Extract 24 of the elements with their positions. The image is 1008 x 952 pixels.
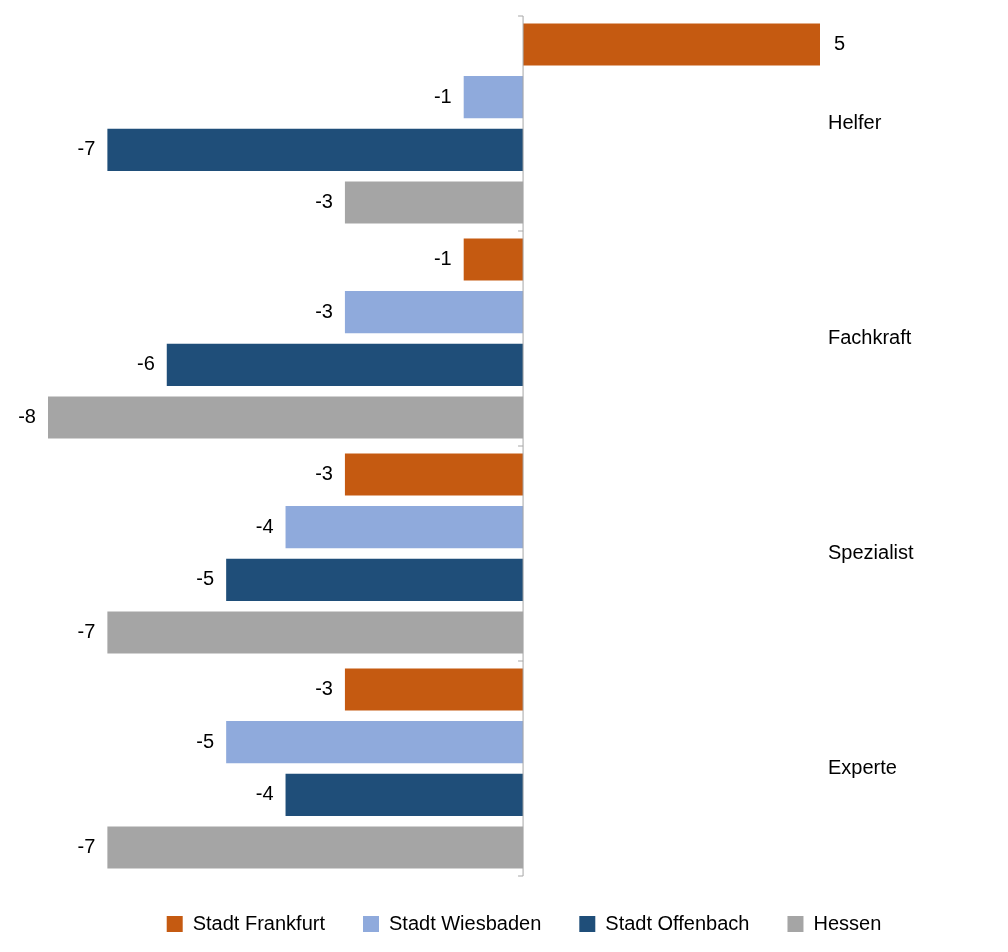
data-label: -3 xyxy=(315,299,333,322)
y-tick-label: Helfer xyxy=(828,111,882,134)
data-label: -5 xyxy=(196,729,215,752)
data-label: -3 xyxy=(315,462,333,484)
data-label: -5 xyxy=(196,567,215,590)
legend-label: Stadt Frankfurt xyxy=(192,911,326,934)
y-tick-label: Experte xyxy=(828,756,897,779)
data-label: -1 xyxy=(433,84,452,107)
data-label: -3 xyxy=(315,190,333,213)
y-tick-label: Spezialist xyxy=(828,541,915,564)
data-label: -4 xyxy=(255,514,274,537)
legend-label: Stadt Offenbach xyxy=(605,911,750,934)
data-label: -8 xyxy=(18,405,36,428)
data-label: -4 xyxy=(255,782,274,805)
data-label: -3 xyxy=(315,677,333,699)
legend-label: Hessen xyxy=(813,911,882,934)
y-tick-label: Fachkraft xyxy=(828,326,912,349)
data-label: -6 xyxy=(136,352,155,375)
data-label: -1 xyxy=(433,247,452,269)
data-label: -7 xyxy=(77,620,96,643)
data-label: -7 xyxy=(77,835,96,858)
data-label: 5 xyxy=(834,32,846,54)
data-label: -7 xyxy=(77,137,96,160)
legend-label: Stadt Wiesbaden xyxy=(388,911,542,934)
